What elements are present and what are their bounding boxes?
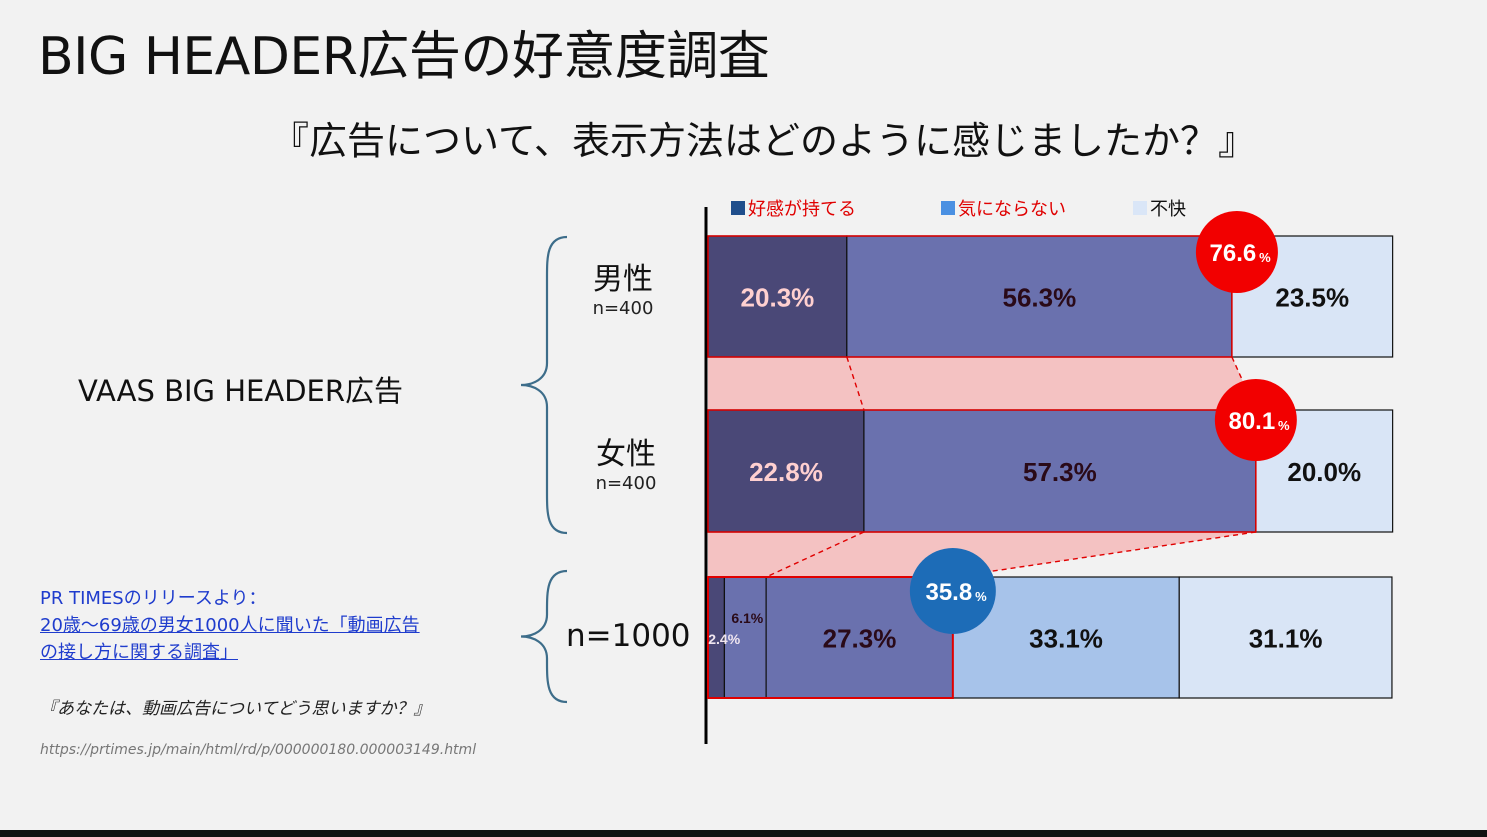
badge-value-male: 76.6 [1210, 240, 1257, 267]
badge-circle-female [1214, 379, 1297, 461]
highlight-band-female-total [708, 532, 1256, 577]
row-label-female-n: n=400 [595, 473, 657, 494]
bar-total-4 [1178, 576, 1393, 699]
row-label-total: n=1000 [566, 618, 691, 654]
legend-item-neutral: 気にならない [941, 195, 1066, 221]
badge-unit-total: % [975, 589, 987, 604]
brace-vaas-group [520, 235, 568, 535]
data-label-female-0: 22.8% [749, 457, 823, 487]
legend-swatch-dislike [1133, 201, 1147, 215]
brace-source-group [520, 569, 568, 704]
highlight-outline-female [707, 409, 1257, 533]
row-label-female: 女性 n=400 [566, 437, 686, 495]
group-label: VAAS BIG HEADER広告 [78, 374, 404, 408]
badge-circle-total [909, 548, 996, 634]
data-label-total-4: 31.1% [1249, 624, 1323, 654]
legend-item-like: 好感が持てる [731, 195, 856, 221]
page-title: BIG HEADER広告の好意度調査 [38, 27, 770, 87]
data-label-total-2: 27.3% [823, 624, 897, 654]
legend-label-dislike: 不快 [1150, 199, 1186, 220]
bar-male-0 [707, 235, 848, 358]
row-label-male-n: n=400 [592, 298, 654, 319]
highlight-band-male-female [708, 357, 1256, 410]
bar-female-1 [863, 409, 1257, 533]
badge-unit-female: % [1278, 418, 1290, 433]
data-label-female-1: 57.3% [1023, 457, 1097, 487]
source-link-line2[interactable]: の接し方に関する調査」 [40, 642, 238, 663]
source-url: https://prtimes.jp/main/html/rd/p/000000… [40, 742, 477, 758]
source-question: 『あなたは、動画広告についてどう思いますか？』 [40, 699, 431, 719]
source-link-line1[interactable]: 20歳～69歳の男女1000人に聞いた「動画広告 [40, 615, 420, 636]
data-label-total-0: 2.4% [708, 631, 740, 647]
legend-item-dislike: 不快 [1133, 195, 1186, 221]
highlight-outline-male [707, 235, 1233, 358]
row-label-male-text: 男性 [593, 262, 653, 297]
data-label-total-3: 33.1% [1029, 624, 1103, 654]
badge-value-total: 35.8 [925, 579, 972, 606]
data-label-male-1: 56.3% [1003, 283, 1077, 313]
bar-female-0 [707, 409, 865, 533]
legend-swatch-like [731, 201, 745, 215]
badge-unit-male: % [1259, 250, 1271, 265]
row-label-male: 男性 n=400 [563, 262, 683, 320]
row-label-female-text: 女性 [596, 437, 656, 472]
legend-label-like: 好感が持てる [748, 199, 856, 220]
data-label-male-4: 23.5% [1275, 283, 1349, 313]
legend-label-neutral: 気にならない [958, 199, 1066, 220]
survey-question: 『広告について、表示方法はどのように感じましたか？』 [271, 119, 1256, 163]
source-heading: PR TIMESのリリースより： [40, 588, 267, 609]
highlight-outline-total [707, 576, 954, 699]
legend-swatch-neutral [941, 201, 955, 215]
bottom-rule [0, 830, 1487, 837]
badge-circle-male [1195, 211, 1278, 293]
connector-like-male-female [846, 356, 865, 411]
data-label-female-4: 20.0% [1287, 457, 1361, 487]
badge-value-female: 80.1 [1228, 408, 1275, 435]
source-block: PR TIMESのリリースより： 20歳～69歳の男女1000人に聞いた「動画広… [40, 585, 420, 666]
connector-total-female-total [952, 531, 1256, 578]
data-label-male-0: 20.3% [741, 283, 815, 313]
data-label-total-1: 6.1% [731, 610, 763, 626]
